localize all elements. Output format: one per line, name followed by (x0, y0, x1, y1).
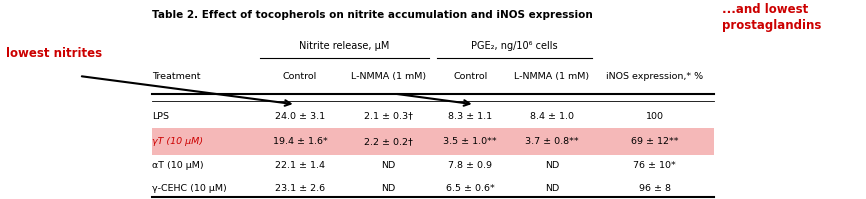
Text: LPS: LPS (152, 112, 170, 121)
Text: 19.4 ± 1.6*: 19.4 ± 1.6* (273, 137, 327, 146)
Text: Control: Control (283, 72, 317, 81)
Text: 22.1 ± 1.4: 22.1 ± 1.4 (275, 161, 325, 170)
Text: 23.1 ± 2.6: 23.1 ± 2.6 (275, 184, 325, 193)
Text: 96 ± 8: 96 ± 8 (639, 184, 671, 193)
Text: 8.3 ± 1.1: 8.3 ± 1.1 (448, 112, 492, 121)
Text: L-NMMA (1 mM): L-NMMA (1 mM) (351, 72, 426, 81)
Text: ND: ND (382, 161, 396, 170)
Text: Table 2. Effect of tocopherols on nitrite accumulation and iNOS expression: Table 2. Effect of tocopherols on nitrit… (152, 10, 593, 20)
Text: Treatment: Treatment (152, 72, 201, 81)
Text: lowest nitrites: lowest nitrites (6, 47, 102, 60)
Text: 8.4 ± 1.0: 8.4 ± 1.0 (530, 112, 574, 121)
Text: 2.2 ± 0.2†: 2.2 ± 0.2† (365, 137, 413, 146)
Text: 6.5 ± 0.6*: 6.5 ± 0.6* (446, 184, 494, 193)
Text: L-NMMA (1 mM): L-NMMA (1 mM) (514, 72, 590, 81)
Text: Nitrite release, μM: Nitrite release, μM (299, 41, 390, 51)
Text: ND: ND (545, 184, 559, 193)
Text: 100: 100 (646, 112, 664, 121)
Text: Control: Control (453, 72, 488, 81)
Text: 7.8 ± 0.9: 7.8 ± 0.9 (449, 161, 492, 170)
Bar (152, 128, 714, 155)
Text: ND: ND (545, 161, 559, 170)
Text: PGE₂, ng/10⁶ cells: PGE₂, ng/10⁶ cells (471, 41, 558, 51)
Text: αT (10 μM): αT (10 μM) (152, 161, 204, 170)
Text: γ-CEHC (10 μM): γ-CEHC (10 μM) (152, 184, 227, 193)
Text: ND: ND (382, 184, 396, 193)
Text: 3.5 ± 1.0**: 3.5 ± 1.0** (443, 137, 497, 146)
Text: iNOS expression,* %: iNOS expression,* % (606, 72, 703, 81)
Text: 3.7 ± 0.8**: 3.7 ± 0.8** (525, 137, 578, 146)
Text: γT (10 μM): γT (10 μM) (152, 137, 204, 146)
Text: 69 ± 12**: 69 ± 12** (631, 137, 679, 146)
Text: 2.1 ± 0.3†: 2.1 ± 0.3† (364, 112, 413, 121)
Text: ...and lowest
prostaglandins: ...and lowest prostaglandins (722, 3, 822, 32)
Text: 24.0 ± 3.1: 24.0 ± 3.1 (275, 112, 325, 121)
Text: 76 ± 10*: 76 ± 10* (634, 161, 676, 170)
